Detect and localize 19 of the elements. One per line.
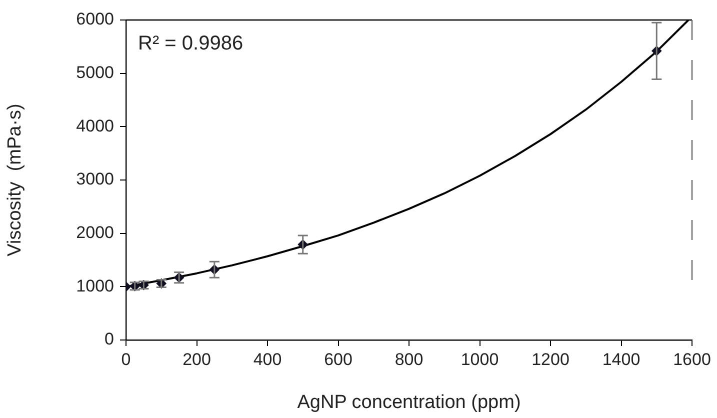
- annotation: R² = 0.9986: [138, 32, 244, 55]
- x-tick-label: 200: [182, 350, 211, 369]
- x-tick-label: 600: [324, 350, 352, 369]
- y-tick-label: 4000: [76, 116, 114, 136]
- x-axis-title: AgNP concentration (ppm): [297, 392, 521, 413]
- x-tick-label: 800: [394, 350, 424, 369]
- x-tick-label: 0: [121, 350, 131, 369]
- x-tick-label: 400: [253, 350, 282, 369]
- y-tick-label: 1000: [76, 276, 114, 296]
- x-tick-label: 1000: [460, 350, 499, 369]
- y-tick-label: 0: [104, 330, 114, 349]
- x-tick-label: 1200: [532, 350, 570, 369]
- x-tick-label: 1400: [602, 350, 640, 369]
- y-tick-label: 6000: [76, 10, 114, 29]
- y-tick-label: 3000: [76, 170, 114, 189]
- x-tick-label: 1600: [673, 350, 711, 369]
- y-axis-title: Viscosity (mPa·s): [4, 104, 26, 256]
- y-tick-label: 5000: [76, 63, 114, 82]
- y-tick-label: 2000: [76, 223, 114, 242]
